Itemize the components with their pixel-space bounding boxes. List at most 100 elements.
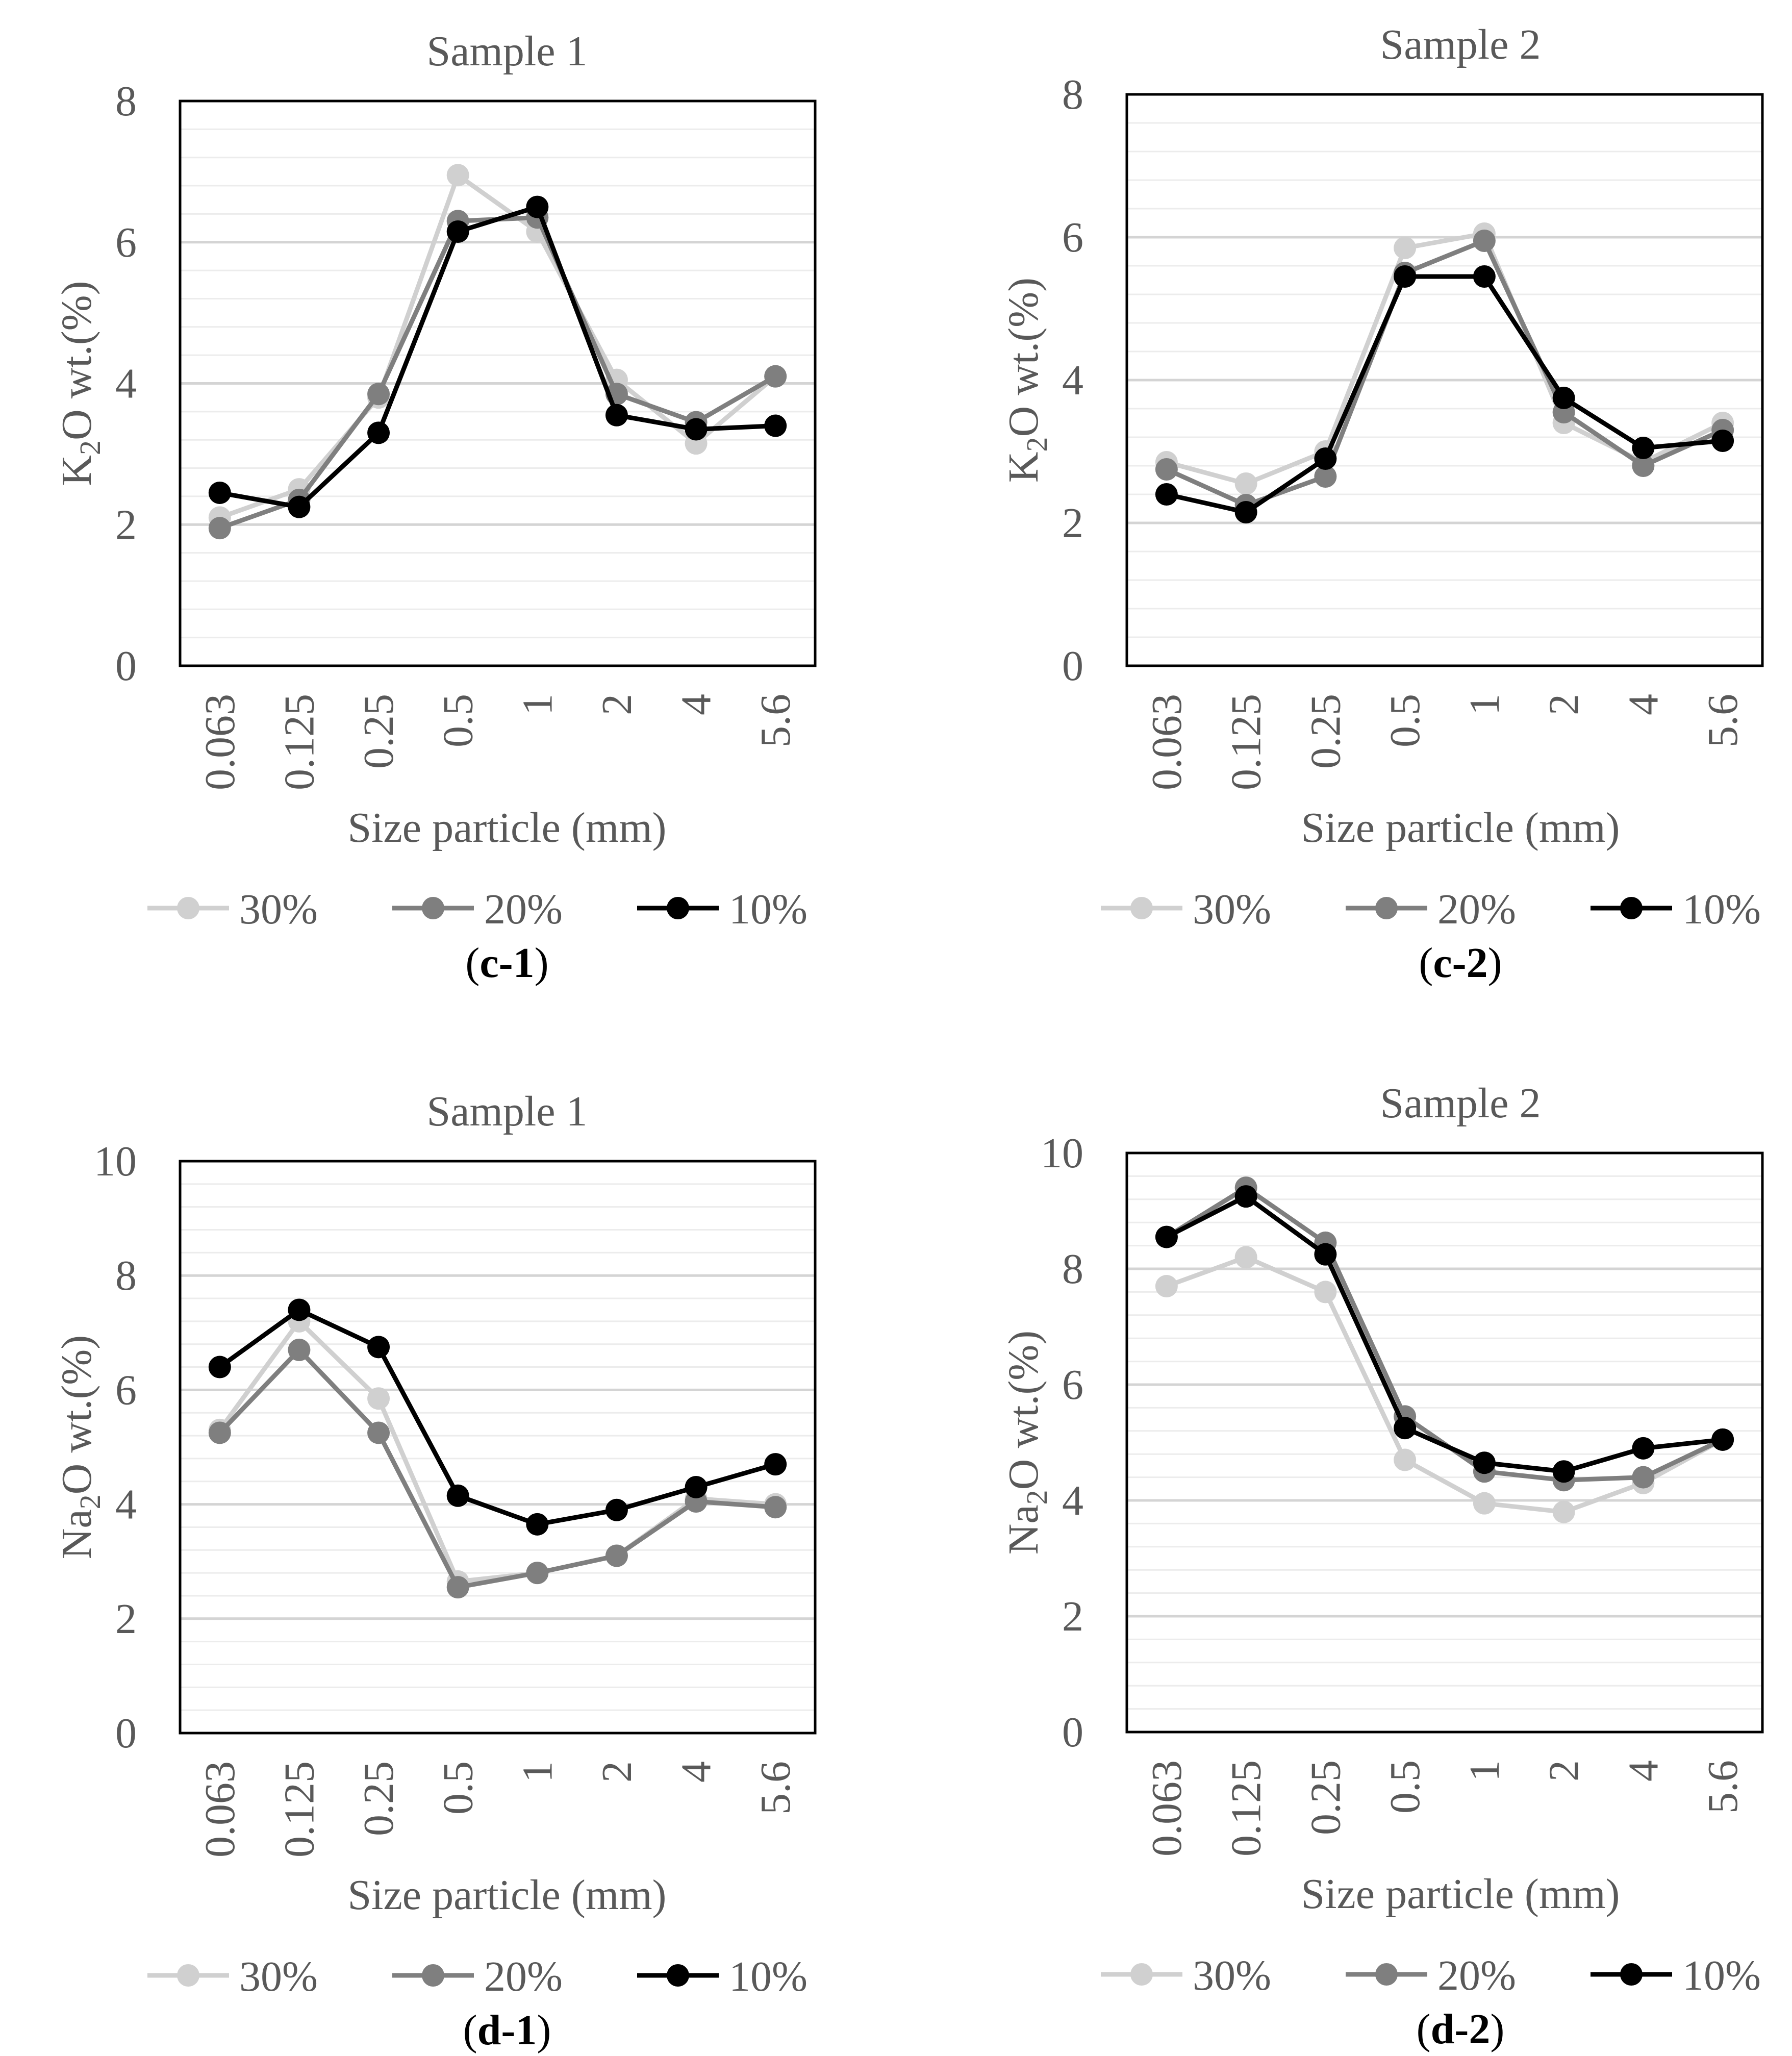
x-tick-label: 0.125 [275,1761,323,1858]
series-line-30pct [219,172,777,520]
y-axis-label-rest: O wt.(%) [1000,278,1047,437]
y-tick-label: 8 [1062,1245,1083,1293]
data-point [208,1356,231,1378]
data-point [1632,455,1655,477]
panel-label: (d-1) [463,2007,551,2054]
data-point [1234,472,1257,495]
data-point [605,404,628,427]
y-axis-label-main: K [53,455,100,486]
legend-label: 30% [1193,886,1271,933]
x-tick-label: 0.25 [355,694,402,769]
data-point [1394,1417,1417,1440]
x-tick-label: 2 [1541,694,1588,715]
y-tick-label: 6 [115,219,137,266]
legend-label: 20% [484,1953,563,2000]
data-point [367,1336,390,1359]
panel-label-open-paren: ( [463,2007,477,2054]
x-tick-label: 4 [1620,694,1667,715]
x-tick-label: 0.125 [275,694,323,790]
chart-title: Sample 1 [427,28,588,75]
x-tick-label: 0.063 [196,694,244,790]
x-axis-label: Size particle (mm) [1301,804,1620,851]
series-line-10pct [218,1307,776,1527]
x-tick-label: 0.063 [196,1761,244,1858]
x-tick-label: 0.25 [1302,1760,1349,1835]
data-point [764,414,787,437]
series-line-20pct [1165,1185,1724,1483]
y-tick-label: 0 [115,1710,137,1757]
data-point [1552,1500,1575,1523]
data-point [764,365,787,388]
chart-c-1: Sample 1 0 2 4 6 8 0.063 0.125 0.25 0.5 1 2 4 5.6 Size… [53,28,817,987]
chart-title: Sample 2 [1380,21,1541,68]
data-point [367,1421,390,1444]
y-tick-label: 2 [115,501,137,548]
legend-marker [1375,897,1398,919]
data-point [208,481,231,504]
x-tick-label: 5.6 [752,694,799,747]
data-point [526,1562,549,1585]
legend-marker [1620,1963,1643,1986]
panel-label-close-paren: ) [535,939,549,987]
x-tick-label: 5.6 [1699,694,1747,747]
legend-label: 10% [1682,1952,1761,1999]
x-tick-label: 4 [673,694,720,715]
y-axis-label-rest: O wt.(%) [53,1335,100,1495]
data-point [1234,1246,1257,1269]
data-point [1473,1451,1496,1474]
data-point [685,1475,708,1498]
y-axis-label-subscript: 2 [73,440,107,455]
chart-title: Sample 2 [1380,1080,1541,1127]
x-tick-label: 0.125 [1223,1760,1270,1857]
x-tick-label: 1 [1461,1760,1508,1782]
x-tick-label: 0.063 [1143,1760,1191,1857]
panel-label-open-paren: ( [465,939,479,987]
x-tick-label: 2 [593,694,641,715]
data-point [446,220,469,243]
legend-label: 20% [484,886,563,933]
data-point [764,1453,787,1476]
x-tick-label: 4 [1620,1760,1667,1782]
data-point [1632,1437,1655,1460]
data-point [1314,465,1337,488]
legend-label: 10% [729,886,807,933]
panel-label-open-paren: ( [1419,939,1433,987]
y-tick-label: 8 [115,78,137,125]
x-tick-label: 0.125 [1223,694,1270,790]
y-axis-label-rest: O wt.(%) [53,281,100,440]
x-tick-label: 2 [1541,1760,1588,1782]
legend-marker [667,1964,689,1987]
legend-marker [177,897,199,919]
data-point [367,421,390,444]
y-tick-label: 0 [115,642,137,690]
x-axis-label: Size particle (mm) [1301,1870,1620,1918]
y-axis-label-main: Na [53,1509,100,1559]
x-tick-label: 1 [514,1761,561,1783]
data-point [764,1496,787,1519]
y-tick-label: 4 [1062,1477,1083,1524]
y-tick-label: 2 [1062,1593,1083,1640]
x-axis-label: Size particle (mm) [347,804,666,851]
data-point [208,1421,231,1444]
chart-title: Sample 1 [427,1088,588,1135]
panel-label: (c-2) [1419,939,1502,987]
data-point [1155,1275,1178,1298]
data-point [1473,230,1496,252]
data-point [1314,447,1337,470]
legend-marker [422,1964,444,1987]
y-tick-label: 10 [1041,1130,1083,1177]
data-point [446,1484,469,1507]
data-point [288,1298,311,1321]
data-point [1314,1243,1337,1266]
legend-label: 20% [1437,1952,1516,1999]
legend-label: 30% [239,886,318,933]
series-line-20pct [218,1347,776,1590]
data-point [1473,265,1496,288]
legend-label: 30% [1193,1952,1271,1999]
legend-marker [422,897,444,919]
panel-label-text: c-1 [479,939,534,987]
legend-marker [1620,897,1643,919]
chart-c-2: Sample 2 0 2 4 6 8 0.063 0.125 0.25 0.5 1 2 4 5.6 Size… [1000,21,1764,987]
data-point [685,418,708,441]
